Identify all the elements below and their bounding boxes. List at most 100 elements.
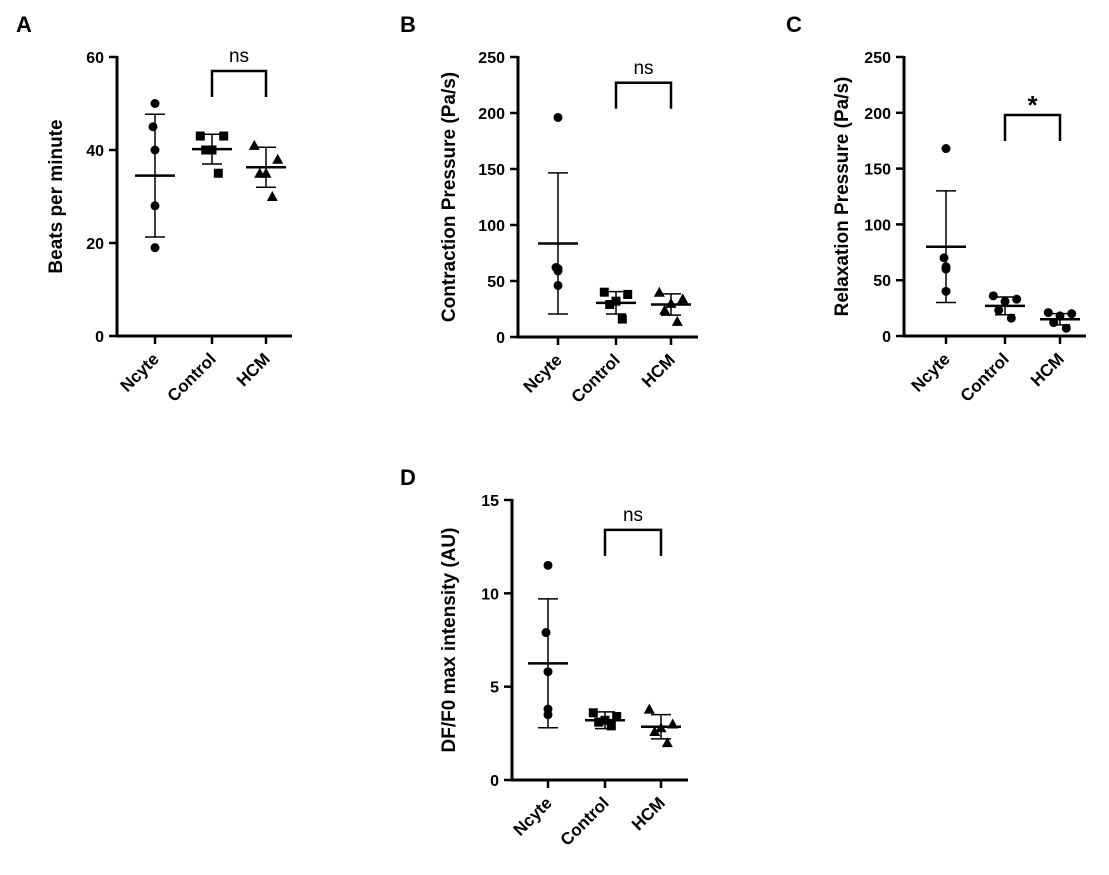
y-tick-label: 50 [873, 273, 891, 290]
panel-d-chart: 0 5 10 15 DF/F0 max intensity (AU) Ncyte Contr… [439, 493, 688, 850]
data-point [553, 280, 563, 290]
x-category-label: Control [164, 349, 220, 405]
data-point [605, 300, 615, 310]
y-tick-label: 200 [864, 106, 891, 123]
data-point [594, 717, 604, 727]
y-tick-label: 100 [478, 218, 505, 235]
x-category-label: HCM [233, 349, 274, 390]
y-tick-label: 60 [86, 50, 104, 67]
data-point [659, 304, 671, 315]
x-category-label: HCM [638, 350, 679, 391]
significance-label: ns [633, 58, 653, 79]
significance-label: * [1027, 90, 1038, 120]
y-tick-label: 15 [481, 493, 499, 510]
data-point [254, 167, 266, 178]
data-point [988, 291, 998, 301]
data-point [649, 725, 661, 736]
significance-bracket [603, 528, 663, 556]
x-category-label: Ncyte [908, 349, 954, 395]
data-point [671, 315, 683, 326]
x-category-label: Ncyte [117, 349, 163, 395]
data-point [219, 131, 229, 141]
x-category-label: Control [957, 349, 1013, 405]
panel-letter-d: D [400, 465, 416, 490]
x-category-label: Control [568, 350, 624, 406]
x-category-label: HCM [628, 793, 669, 834]
data-point [553, 266, 563, 276]
data-point [1006, 313, 1016, 323]
x-category-label: HCM [1027, 349, 1068, 390]
panel-b-chart: 0 50 100 150 200 250 Contraction Pressure (Pa/… [439, 50, 698, 407]
data-point [655, 722, 667, 733]
x-category-label: Ncyte [510, 793, 556, 839]
y-tick-label: 5 [490, 680, 499, 697]
data-point [266, 191, 278, 201]
data-point [553, 112, 563, 122]
data-point [272, 153, 284, 164]
data-point [150, 145, 160, 155]
data-point [612, 712, 622, 722]
data-point [150, 201, 160, 211]
data-point [1067, 309, 1077, 319]
y-tick-label: 20 [86, 236, 104, 253]
data-point [543, 667, 553, 677]
data-point [195, 131, 205, 141]
x-category-label: Control [557, 793, 613, 849]
y-tick-label: 0 [95, 329, 104, 346]
y-tick-label: 150 [478, 162, 505, 179]
data-point [201, 145, 211, 155]
data-point [600, 715, 610, 725]
data-point [1000, 296, 1010, 306]
significance-bracket [614, 81, 673, 109]
panel-letter-a: A [16, 12, 32, 37]
data-point [667, 718, 679, 729]
data-point [1012, 294, 1022, 304]
panel-c-chart: 0 50 100 150 200 250 Relaxation Pressure (Pa/s… [832, 50, 1086, 406]
y-axis-title: Beats per minute [46, 119, 67, 273]
data-point [643, 703, 655, 714]
y-axis-title: Contraction Pressure (Pa/s) [439, 72, 460, 322]
y-tick-label: 200 [478, 106, 505, 123]
data-point [541, 628, 551, 638]
data-point [661, 737, 673, 748]
data-point [150, 99, 160, 108]
data-point [1049, 318, 1059, 328]
data-point [606, 721, 616, 731]
data-point [653, 286, 665, 297]
significance-bracket [1003, 113, 1062, 142]
data-point [617, 314, 627, 324]
y-tick-label: 250 [478, 50, 505, 67]
data-point [213, 168, 223, 178]
data-point [207, 145, 217, 155]
data-point [665, 297, 677, 308]
y-axis-title: Relaxation Pressure (Pa/s) [832, 77, 853, 317]
y-tick-label: 0 [496, 330, 505, 347]
significance-label: ns [229, 46, 249, 67]
data-point [677, 293, 689, 304]
y-tick-label: 40 [86, 143, 104, 160]
data-point [588, 708, 598, 718]
data-point [1055, 311, 1065, 321]
significance-bracket [210, 69, 268, 97]
data-point [994, 305, 1004, 315]
data-point [1043, 308, 1053, 318]
data-point [543, 710, 553, 720]
panel-a-chart: 0 20 40 60 Beats per minute Ncyte Control HCM ns [46, 46, 292, 406]
data-point [941, 144, 951, 154]
data-point [148, 122, 158, 132]
data-point [543, 560, 553, 570]
y-tick-label: 0 [490, 773, 499, 790]
panel-letter-c: C [786, 12, 802, 37]
y-tick-label: 250 [864, 50, 891, 67]
y-tick-label: 10 [481, 586, 499, 603]
x-category-label: Ncyte [520, 350, 566, 396]
y-axis-title: DF/F0 max intensity (AU) [439, 528, 460, 753]
data-point [599, 287, 609, 297]
y-tick-label: 150 [864, 162, 891, 179]
panel-letter-b: B [400, 12, 416, 37]
data-point [611, 296, 621, 306]
data-point [248, 139, 260, 150]
data-point [941, 286, 951, 296]
data-point [150, 243, 160, 253]
